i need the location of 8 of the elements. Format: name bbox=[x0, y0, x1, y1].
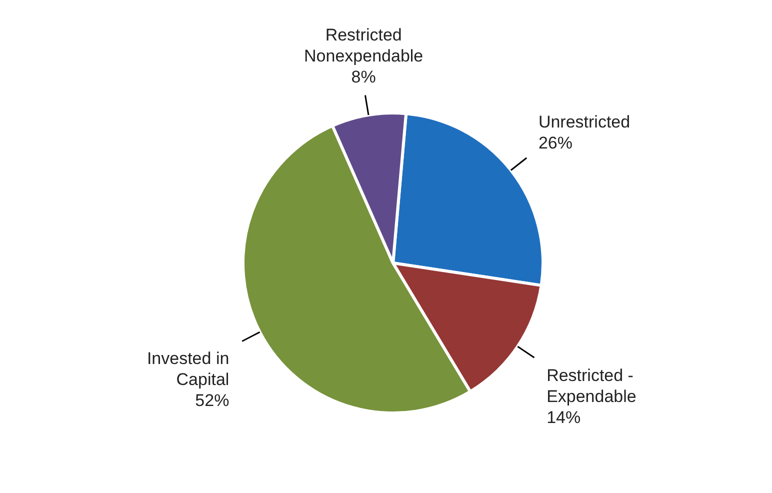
slice-label: Invested in Capital bbox=[146, 348, 230, 389]
slice-label: Unrestricted bbox=[538, 112, 630, 132]
data-label: 14% bbox=[546, 408, 581, 428]
data-label: 8% bbox=[351, 67, 376, 86]
slice-label: Restricted - Expendable bbox=[546, 366, 636, 406]
data-label: 52% bbox=[195, 390, 230, 410]
data-label: 26% bbox=[538, 134, 572, 153]
slice-label: Restricted Nonexpendable bbox=[304, 25, 424, 66]
